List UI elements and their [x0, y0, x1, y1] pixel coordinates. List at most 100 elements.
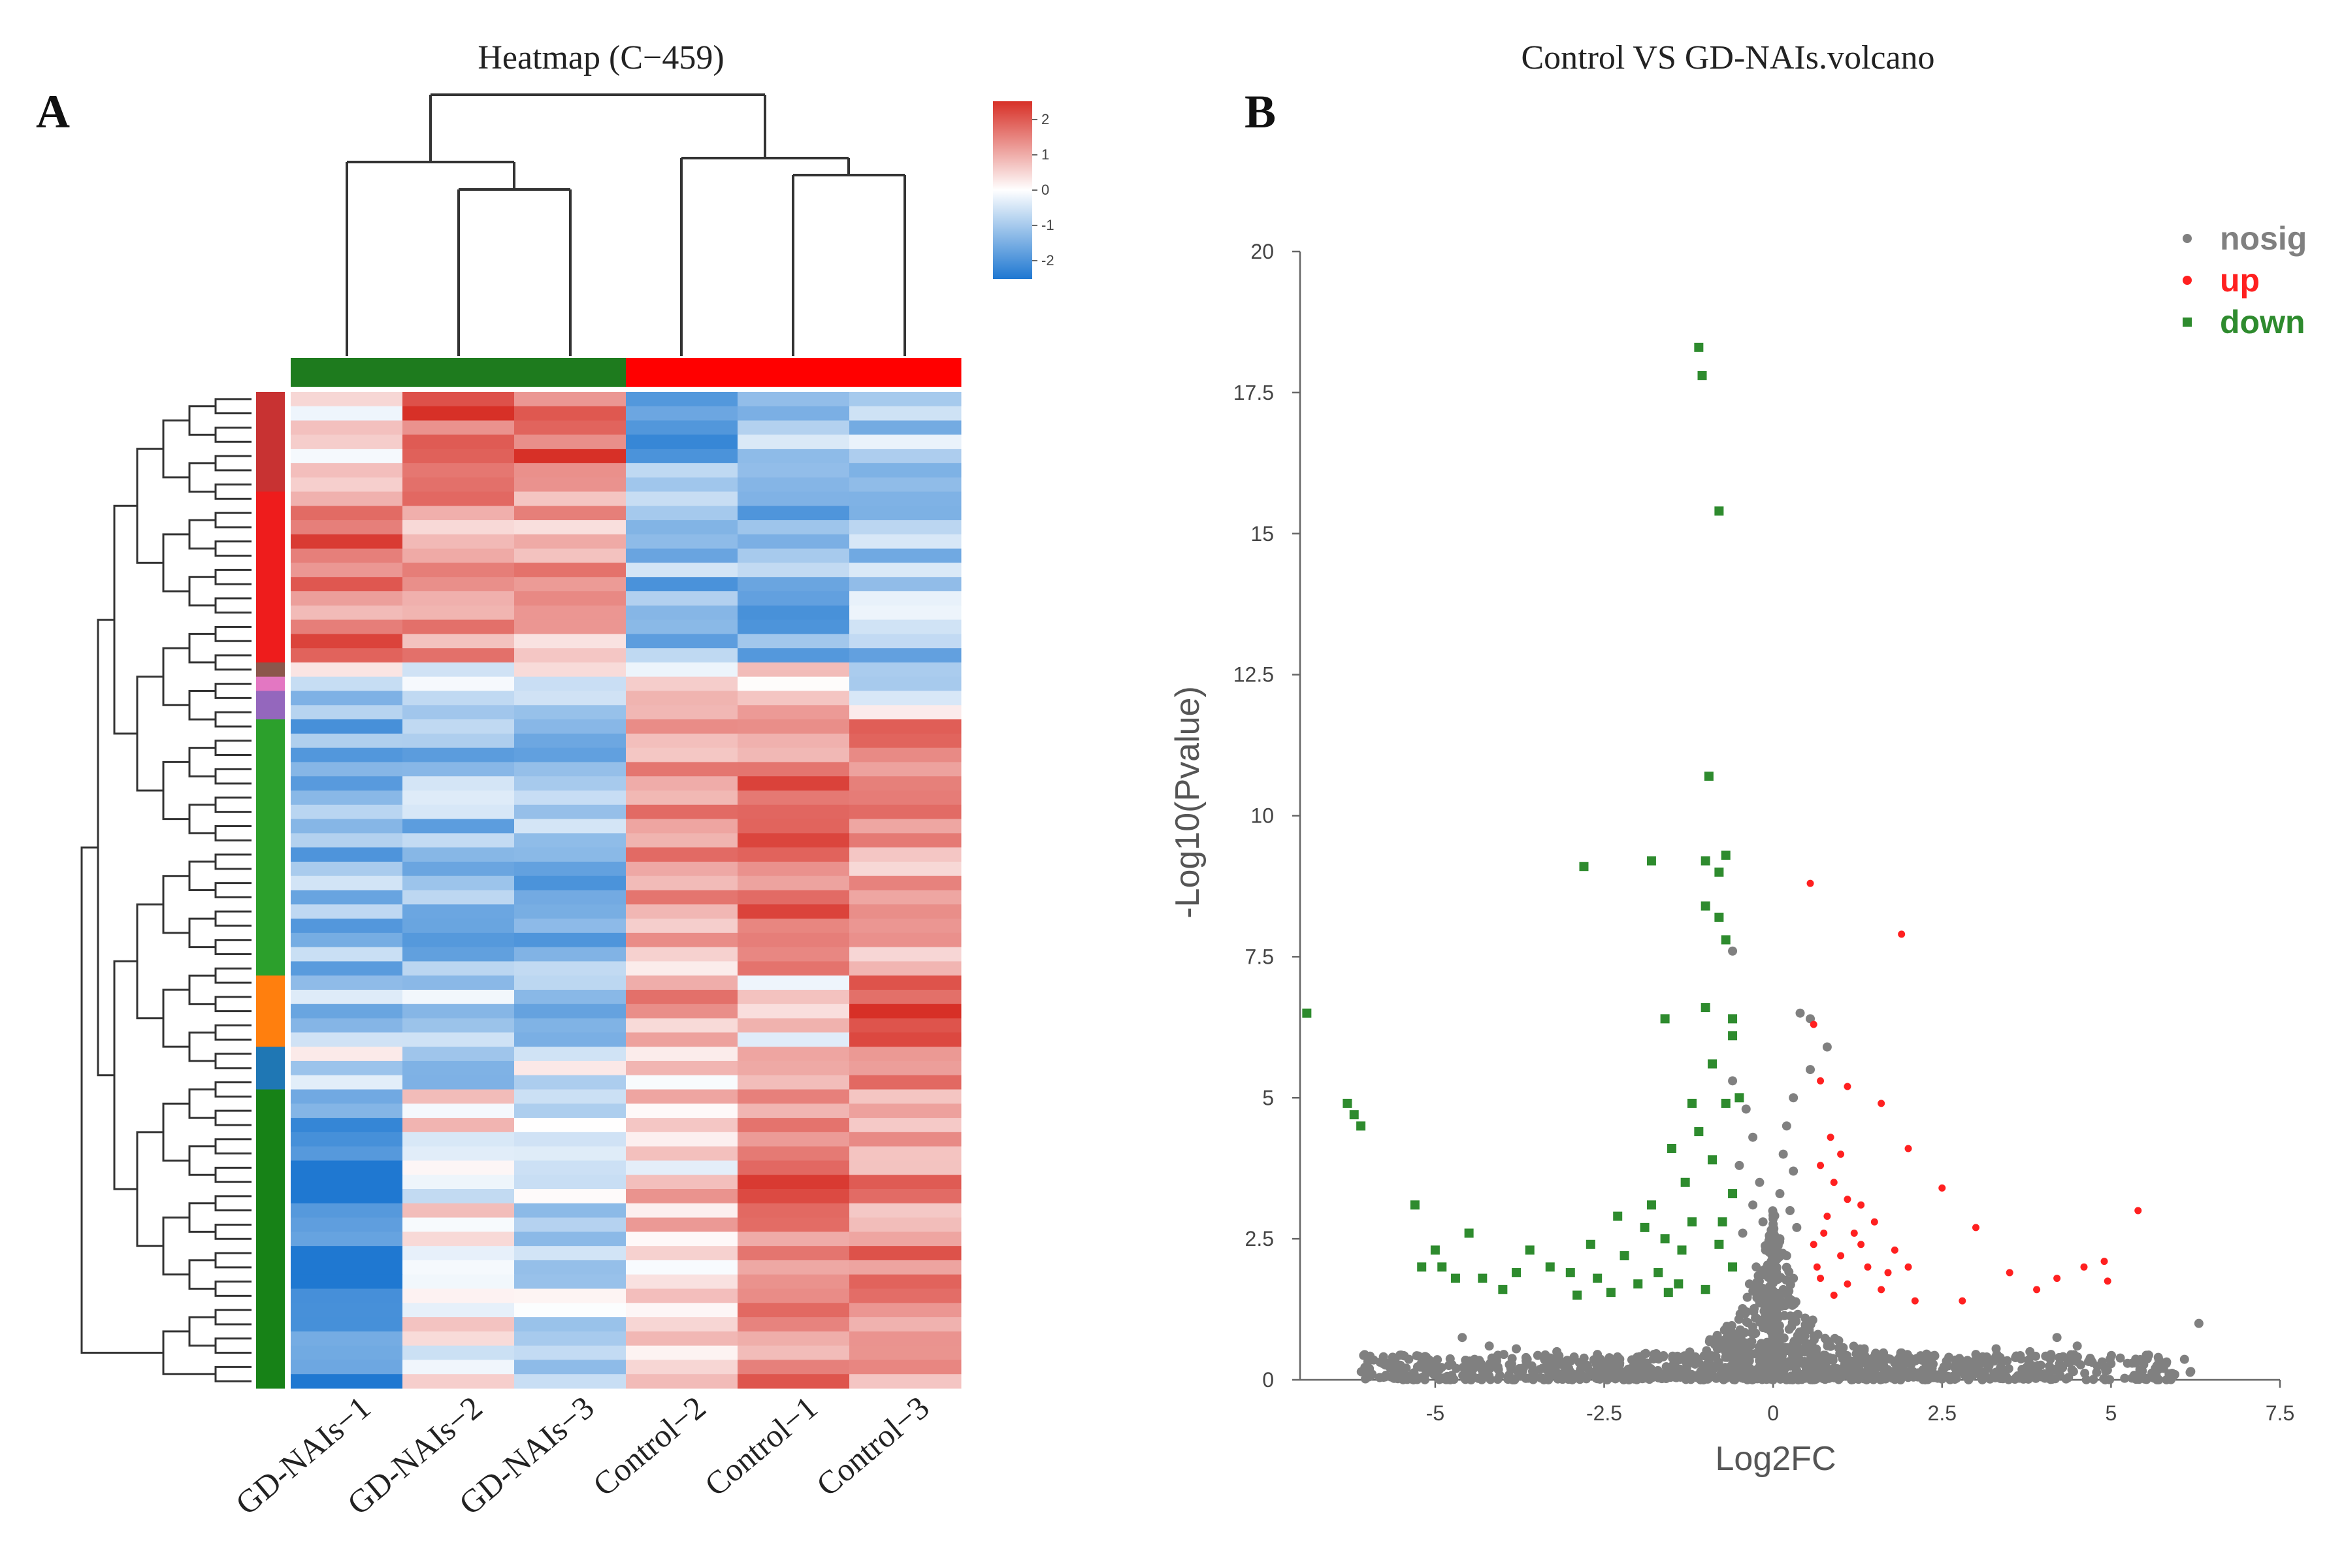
- volcano-point-nosig: [1527, 1361, 1537, 1371]
- volcano-point-nosig: [1474, 1360, 1484, 1370]
- heatmap-cell: [626, 634, 738, 649]
- volcano-point-up: [1823, 1213, 1831, 1220]
- heatmap-cell: [738, 392, 850, 407]
- volcano-point-nosig: [1848, 1375, 1857, 1384]
- volcano-point-nosig: [1641, 1348, 1651, 1358]
- heatmap-cell: [626, 1246, 738, 1261]
- heatmap-cell: [738, 919, 850, 934]
- volcano-point-up: [1813, 1263, 1821, 1271]
- heatmap-cell: [738, 947, 850, 962]
- heatmap-cell: [849, 548, 962, 563]
- heatmap-cell: [849, 1132, 962, 1147]
- panel-letter-a: A: [36, 86, 70, 138]
- heatmap-cell: [738, 1175, 850, 1190]
- volcano-point-nosig: [1378, 1359, 1388, 1369]
- heatmap-cell: [738, 1260, 850, 1275]
- heatmap-cell: [738, 676, 850, 691]
- heatmap-cell: [291, 733, 403, 749]
- dendrogram-branch: [214, 996, 252, 1013]
- volcano-point-nosig: [1669, 1367, 1679, 1377]
- heatmap-cell: [514, 719, 627, 734]
- heatmap-cell: [402, 1260, 515, 1275]
- heatmap-cell: [514, 392, 627, 407]
- volcano-point-nosig: [1547, 1363, 1557, 1373]
- heatmap-cell: [738, 990, 850, 1005]
- row-dendrogram: [80, 398, 252, 1382]
- volcano-point-up: [2134, 1207, 2142, 1215]
- volcano-point-nosig: [1770, 1211, 1780, 1220]
- dendrogram-branch: [188, 1088, 216, 1119]
- heatmap-cell: [402, 847, 515, 862]
- heatmap-cell: [291, 1060, 403, 1076]
- heatmap-cell: [738, 548, 850, 563]
- heatmap-cell: [402, 1160, 515, 1175]
- volcano-point-down: [1687, 1098, 1697, 1108]
- heatmap-cell: [402, 1274, 515, 1289]
- heatmap-cell: [514, 1274, 627, 1289]
- volcano-point-nosig: [1762, 1375, 1772, 1384]
- volcano-point-down: [1565, 1267, 1575, 1277]
- heatmap-cell: [514, 1203, 627, 1218]
- dendrogram-branch: [162, 533, 189, 593]
- volcano-point-down: [1640, 1222, 1650, 1232]
- volcano-point-nosig: [2135, 1373, 2145, 1382]
- volcano-point-nosig: [1772, 1338, 1782, 1348]
- volcano-point-nosig: [1356, 1367, 1366, 1377]
- volcano-point-down: [1694, 342, 1704, 352]
- volcano-point-down: [1728, 1262, 1738, 1272]
- heatmap-cell: [402, 747, 515, 762]
- heatmap-cell: [402, 875, 515, 890]
- heatmap-cell: [849, 449, 962, 464]
- volcano-point-nosig: [1853, 1347, 1863, 1356]
- volcano-point-nosig: [1414, 1351, 1424, 1361]
- volcano-point-nosig: [1991, 1352, 2000, 1362]
- volcano-point-nosig: [1789, 1337, 1799, 1347]
- volcano-point-nosig: [1758, 1217, 1768, 1227]
- volcano-point-nosig: [1748, 1200, 1758, 1210]
- dendrogram-branch: [214, 455, 252, 472]
- heatmap-cell: [291, 1103, 403, 1119]
- heatmap-cell: [402, 619, 515, 634]
- volcano-point-nosig: [1780, 1301, 1790, 1311]
- heatmap-cell: [402, 776, 515, 791]
- heatmap-cell: [514, 1303, 627, 1318]
- volcano-point-nosig: [1508, 1375, 1518, 1384]
- heatmap-cell: [402, 1345, 515, 1360]
- volcano-point-down: [1734, 1093, 1744, 1103]
- legend-tick-label: -2: [1041, 252, 1054, 269]
- volcano-point-nosig: [1741, 1104, 1751, 1114]
- heatmap-cell: [738, 1132, 850, 1147]
- volcano-point-down: [1694, 1127, 1704, 1137]
- heatmap-cell: [626, 477, 738, 492]
- volcano-point-nosig: [1761, 1322, 1770, 1332]
- volcano-point-nosig: [1801, 1365, 1811, 1375]
- color-scale-bar: [993, 101, 1032, 279]
- volcano-point-nosig: [1676, 1354, 1685, 1364]
- heatmap-cell: [402, 833, 515, 848]
- heatmap-cell: [291, 1203, 403, 1218]
- dendrogram-branch: [162, 1217, 189, 1276]
- volcano-point-nosig: [1959, 1361, 1968, 1371]
- heatmap-cell: [291, 1217, 403, 1232]
- x-tick-label: 5: [2105, 1401, 2117, 1425]
- heatmap-cell: [849, 861, 962, 877]
- volcano-point-up: [1806, 879, 1814, 887]
- heatmap-cell: [849, 691, 962, 706]
- volcano-point-nosig: [1801, 1340, 1811, 1350]
- heatmap-cell: [291, 420, 403, 435]
- heatmap-cell: [738, 1004, 850, 1019]
- heatmap-cell: [291, 434, 403, 449]
- volcano-point-nosig: [1718, 1336, 1728, 1346]
- heatmap-cell: [738, 563, 850, 578]
- heatmap-cell: [849, 1004, 962, 1019]
- dendrogram-branch: [188, 917, 216, 949]
- volcano-point-nosig: [1530, 1371, 1540, 1380]
- heatmap-cell: [626, 676, 738, 691]
- group-bar-segment: [291, 358, 403, 387]
- cluster-color-bar: [256, 392, 285, 1389]
- heatmap-cell: [291, 634, 403, 649]
- heatmap-cell: [402, 890, 515, 905]
- heatmap-cell: [402, 634, 515, 649]
- heatmap-cell: [402, 1118, 515, 1133]
- volcano-point-down: [1717, 1217, 1727, 1227]
